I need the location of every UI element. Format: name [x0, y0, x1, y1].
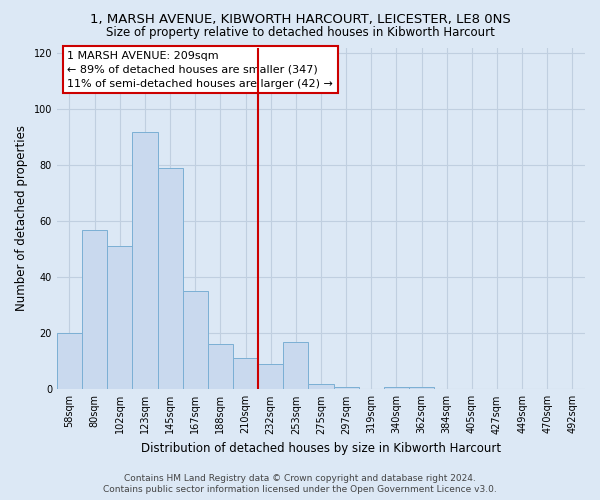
Bar: [384, 386, 409, 390]
Bar: [107, 246, 133, 390]
Bar: [233, 358, 258, 390]
Bar: [158, 168, 182, 390]
Bar: [334, 386, 359, 390]
Bar: [308, 384, 334, 390]
Bar: [409, 386, 434, 390]
Bar: [57, 334, 82, 390]
Text: 1 MARSH AVENUE: 209sqm
← 89% of detached houses are smaller (347)
11% of semi-de: 1 MARSH AVENUE: 209sqm ← 89% of detached…: [67, 51, 334, 89]
Text: Size of property relative to detached houses in Kibworth Harcourt: Size of property relative to detached ho…: [106, 26, 494, 39]
Text: Contains HM Land Registry data © Crown copyright and database right 2024.
Contai: Contains HM Land Registry data © Crown c…: [103, 474, 497, 494]
Bar: [208, 344, 233, 390]
Text: 1, MARSH AVENUE, KIBWORTH HARCOURT, LEICESTER, LE8 0NS: 1, MARSH AVENUE, KIBWORTH HARCOURT, LEIC…: [89, 12, 511, 26]
Bar: [133, 132, 158, 390]
Bar: [258, 364, 283, 390]
Bar: [182, 291, 208, 390]
Bar: [82, 230, 107, 390]
Bar: [283, 342, 308, 390]
Y-axis label: Number of detached properties: Number of detached properties: [15, 126, 28, 312]
X-axis label: Distribution of detached houses by size in Kibworth Harcourt: Distribution of detached houses by size …: [141, 442, 501, 455]
